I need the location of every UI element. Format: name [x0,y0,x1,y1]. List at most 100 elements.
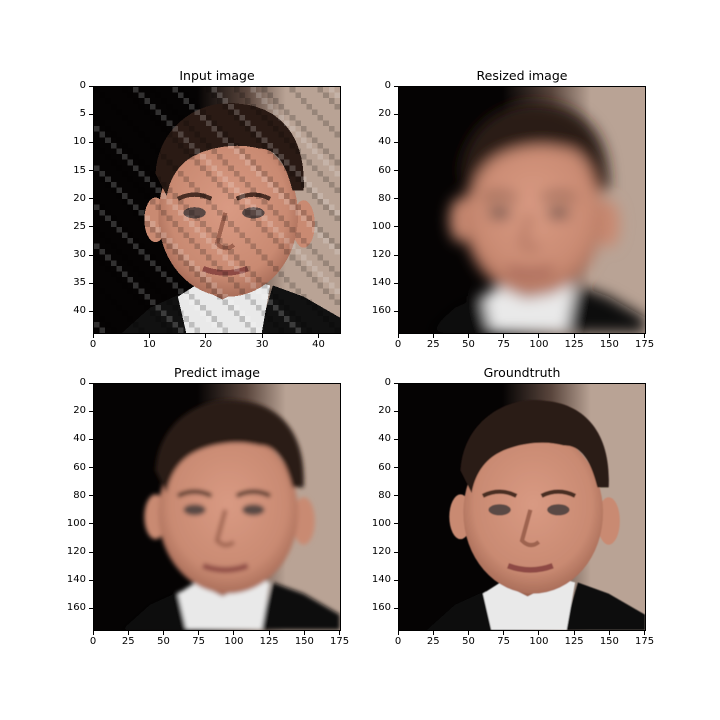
predict-x-tick-label: 50 [157,636,170,647]
input-y-tick-label: 35 [73,277,86,289]
groundtruth-x-tick [573,631,575,635]
resized-y-tick-label: 100 [371,220,391,232]
predict-image [93,383,341,631]
input-y-tick [89,310,93,312]
resized-y-tick [394,310,398,312]
predict-x-tick [339,631,341,635]
groundtruth-y-tick-label: 80 [378,489,391,501]
input-x-tick [317,334,319,338]
predict-x-tick-label: 75 [192,636,206,647]
resized-image [398,86,646,334]
resized-y-tick [394,113,398,115]
predict-y-tick [89,410,93,412]
groundtruth-y-tick [394,467,398,469]
resized-x-tick [644,334,646,338]
input-y-tick [89,85,93,87]
resized-x-tick [432,334,434,338]
input-y-tick-label: 5 [79,108,86,120]
input-x-tick-label: 20 [199,339,213,350]
input-y-tick [89,282,93,284]
predict-x-tick [303,631,305,635]
predict-y-tick-label: 40 [73,433,86,445]
groundtruth-y-tick-label: 60 [378,461,391,473]
predict-x-tick [127,631,129,635]
resized-x-tick-label: 100 [529,339,549,350]
resized-x-tick-label: 175 [635,339,655,350]
resized-x-tick-label: 0 [394,339,402,350]
predict-y-tick [89,551,93,553]
groundtruth-y-tick [394,607,398,609]
resized-y-tick-label: 60 [378,164,391,176]
input-y-tick [89,198,93,200]
groundtruth-y-tick [394,410,398,412]
input-image [93,86,341,334]
predict-x-tick [198,631,200,635]
predict-y-tick [89,495,93,497]
input-x-tick-label: 10 [142,339,156,350]
groundtruth-y-tick-label: 120 [371,546,391,558]
groundtruth-title: Groundtruth [483,365,561,380]
groundtruth-x-tick-label: 25 [426,636,440,647]
input-x-tick-label: 0 [89,339,97,350]
groundtruth-y-tick-label: 20 [378,405,391,417]
resized-x-tick [467,334,469,338]
groundtruth-x-tick [467,631,469,635]
groundtruth-x-tick-label: 125 [564,636,584,647]
resized-x-tick-label: 150 [599,339,619,350]
predict-y-tick-label: 0 [79,377,86,388]
groundtruth-x-tick [432,631,434,635]
predict-x-tick-label: 175 [330,636,350,647]
input-y-tick-label: 30 [73,249,86,261]
resized-y-tick-label: 20 [378,108,391,120]
predict-y-tick-label: 100 [66,517,86,529]
predict-x-tick-label: 150 [294,636,314,647]
predict-title: Predict image [174,365,260,380]
input-x-tick [92,334,94,338]
resized-x-tick [397,334,399,338]
groundtruth-x-tick [608,631,610,635]
groundtruth-image [398,383,646,631]
groundtruth-x-tick [644,631,646,635]
predict-x-tick [92,631,94,635]
groundtruth-y-tick-label: 160 [371,602,391,614]
predict-x-tick [162,631,164,635]
resized-title: Resized image [476,68,568,83]
predict-y-tick-label: 160 [66,602,86,614]
predict-y-tick-label: 120 [66,546,86,558]
resized-x-tick [538,334,540,338]
input-y-tick-label: 10 [73,136,86,148]
resized-y-tick-label: 160 [371,305,391,317]
resized-y-tick [394,254,398,256]
groundtruth-x-tick [397,631,399,635]
resized-y-tick [394,226,398,228]
input-y-tick-label: 40 [73,305,86,317]
resized-y-tick [394,198,398,200]
groundtruth-x-tick-label: 75 [497,636,511,647]
groundtruth-y-tick-label: 40 [378,433,391,445]
groundtruth-y-tick-label: 0 [384,377,391,388]
resized-y-tick [394,141,398,143]
groundtruth-y-tick [394,579,398,581]
resized-y-tick-label: 120 [371,249,391,261]
resized-y-tick [394,170,398,172]
input-y-tick [89,226,93,228]
groundtruth-x-tick [538,631,540,635]
predict-y-tick-label: 80 [73,489,86,501]
predict-y-tick [89,523,93,525]
predict-y-tick [89,467,93,469]
input-y-tick [89,254,93,256]
groundtruth-y-tick [394,495,398,497]
predict-y-tick [89,579,93,581]
predict-x-tick [233,631,235,635]
predict-x-tick-label: 125 [259,636,279,647]
input-y-tick-label: 25 [73,220,86,232]
input-x-tick [148,334,150,338]
resized-x-tick-label: 125 [564,339,584,350]
resized-y-tick-label: 80 [378,192,391,204]
predict-y-tick-label: 20 [73,405,86,417]
predict-y-tick [89,607,93,609]
input-x-tick-label: 30 [255,339,269,350]
groundtruth-y-tick [394,551,398,553]
resized-y-tick-label: 40 [378,136,391,148]
resized-x-tick-label: 25 [426,339,440,350]
